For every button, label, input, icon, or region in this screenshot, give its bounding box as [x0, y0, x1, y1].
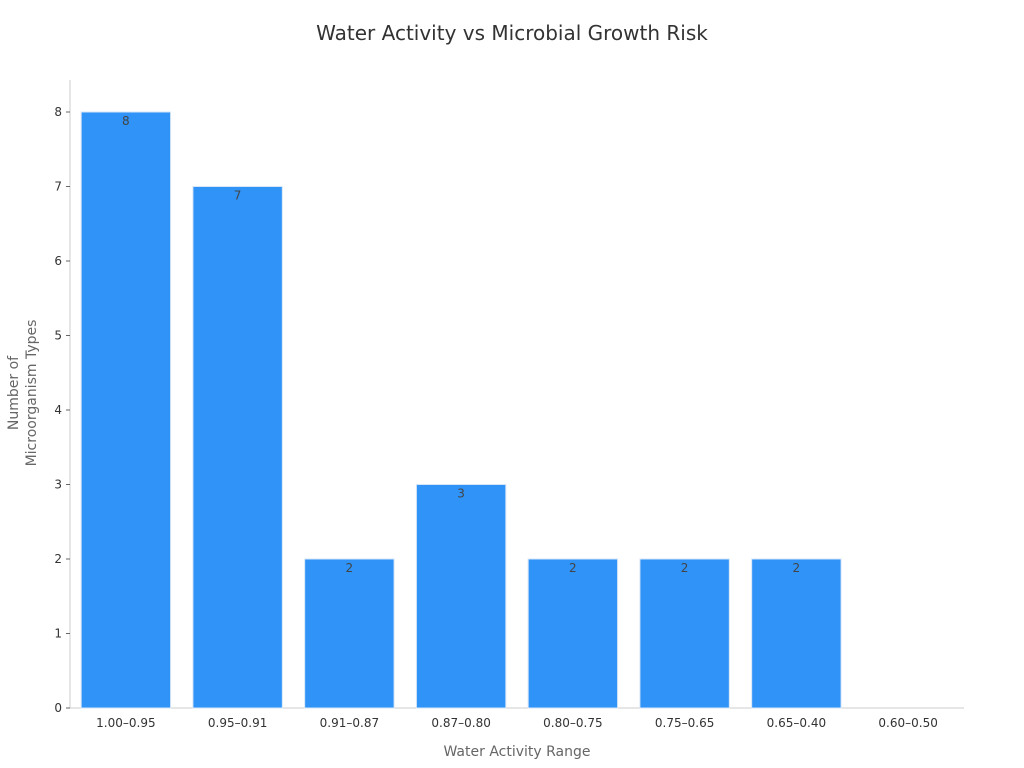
bar: [304, 558, 395, 709]
bar: [527, 558, 619, 709]
x-tick-label: 0.60–0.50: [878, 716, 937, 730]
x-axis-ticks: 1.00–0.95 0.95–0.91 0.91–0.87 0.87–0.80 0.80…: [96, 716, 938, 730]
y-axis-ticks: 0 1 2 3 4 5 6 7 8: [54, 105, 70, 715]
bar: [639, 558, 730, 709]
bar-data-label: 2: [793, 561, 801, 575]
y-tick-label: 6: [54, 254, 62, 268]
x-tick-label: 0.65–0.40: [767, 716, 826, 730]
bar-data-label: 7: [234, 189, 242, 203]
bar: [192, 186, 283, 709]
x-axis-title: Water Activity Range: [443, 744, 590, 760]
bar: [415, 484, 507, 709]
x-tick-label: 0.87–0.80: [431, 716, 490, 730]
y-tick-label: 5: [54, 329, 62, 343]
bar-series: 8 7 2 3 2 2 2: [80, 111, 842, 709]
y-axis-title-line-1: Number of: [6, 355, 22, 430]
y-tick-label: 4: [54, 403, 62, 417]
x-tick-label: 0.80–0.75: [543, 716, 602, 730]
y-axis-title: Number of Microorganism Types: [6, 320, 40, 467]
bar-data-label: 2: [569, 561, 577, 575]
x-tick-label: 1.00–0.95: [96, 716, 155, 730]
x-tick-label: 0.91–0.87: [320, 716, 379, 730]
y-tick-label: 3: [54, 478, 62, 492]
bar-data-label: 2: [346, 561, 354, 575]
bar: [751, 558, 842, 709]
y-tick-label: 0: [54, 701, 62, 715]
y-tick-label: 2: [54, 552, 62, 566]
bar: [80, 111, 172, 709]
y-tick-label: 7: [54, 180, 62, 194]
bar-data-label: 2: [681, 561, 689, 575]
bar-data-label: 3: [457, 487, 465, 501]
y-axis-title-line-2: Microorganism Types: [24, 320, 40, 467]
x-tick-label: 0.75–0.65: [655, 716, 714, 730]
chart-title: Water Activity vs Microbial Growth Risk: [316, 21, 708, 45]
bar-data-label: 8: [122, 114, 130, 128]
y-tick-label: 1: [54, 627, 62, 641]
x-tick-label: 0.95–0.91: [208, 716, 267, 730]
y-tick-label: 8: [54, 105, 62, 119]
